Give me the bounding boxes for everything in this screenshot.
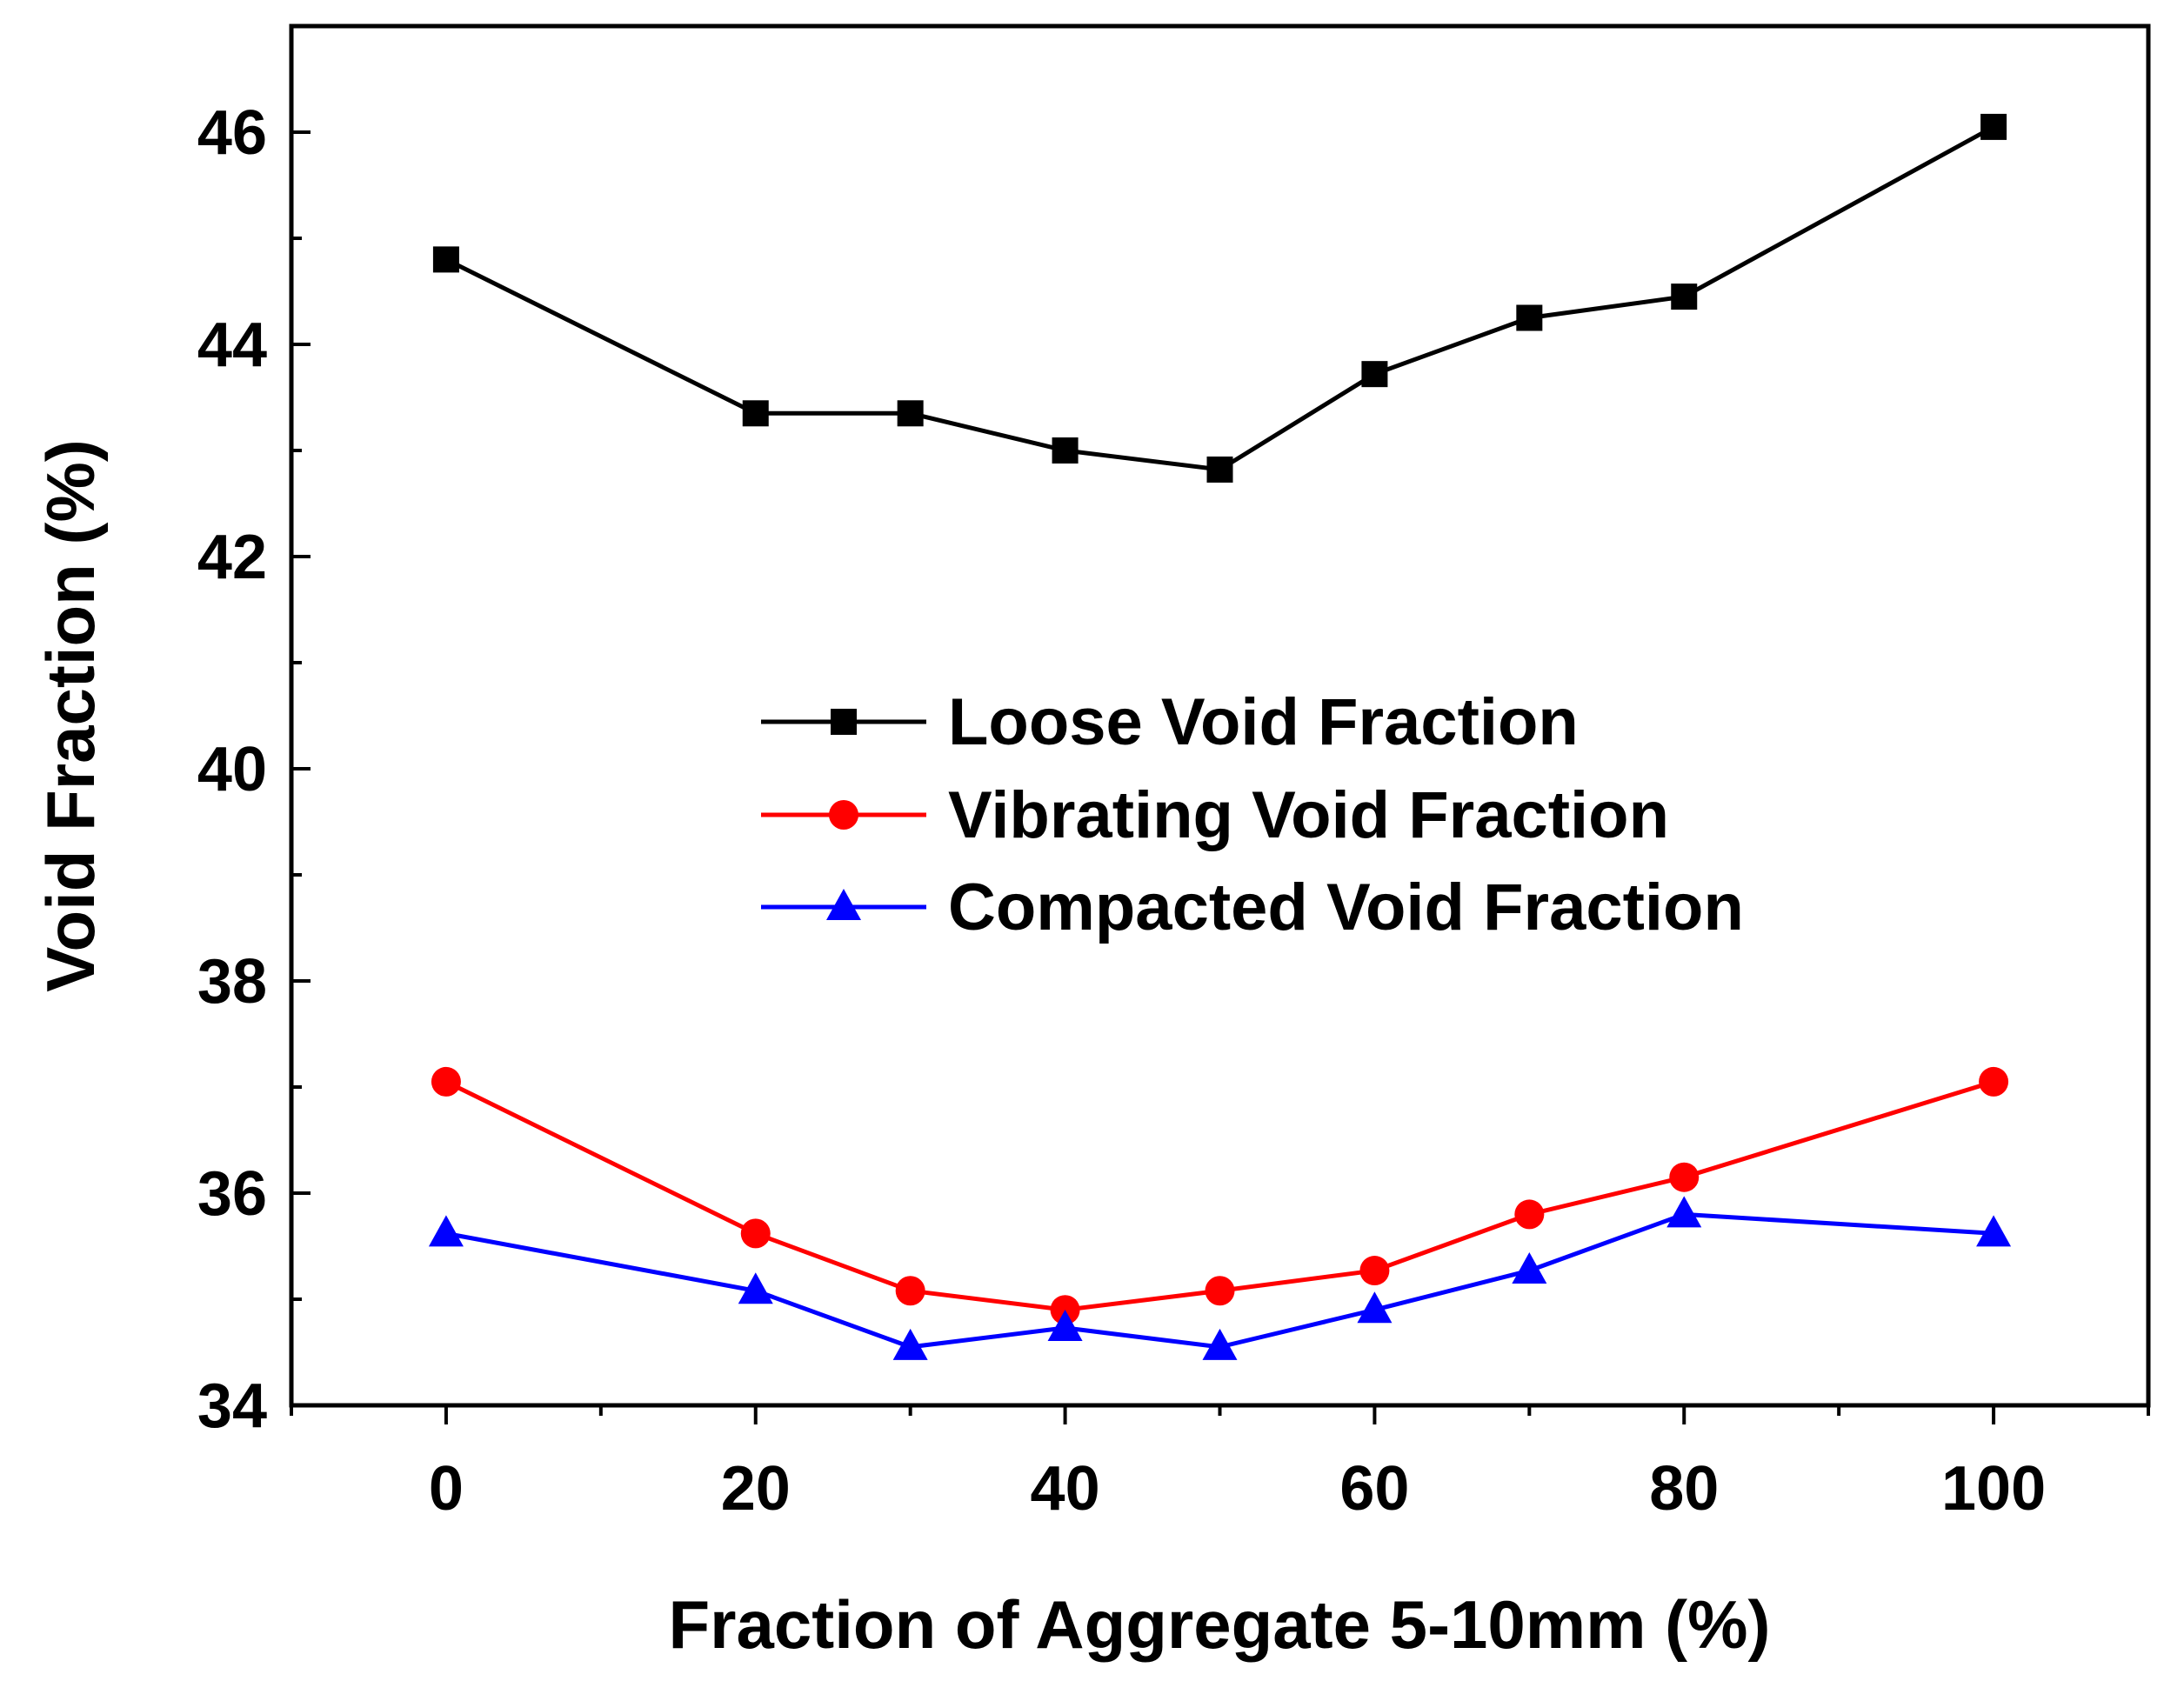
- legend-item: Compacted Void Fraction: [761, 871, 1744, 944]
- x-tick-label: 80: [1649, 1454, 1719, 1524]
- data-point: [1666, 1196, 1702, 1228]
- data-point: [1671, 284, 1698, 310]
- legend-item: Loose Void Fraction: [761, 685, 1579, 759]
- data-point: [1516, 304, 1543, 331]
- x-axis: 0 20 40 60 80 100: [290, 1405, 2150, 1524]
- legend-marker: [826, 889, 861, 920]
- data-point: [897, 400, 924, 427]
- legend-marker: [829, 800, 858, 830]
- legend-item: Vibrating Void Fraction: [761, 778, 1669, 852]
- y-axis: 34 36 38 40 42 44 46: [197, 24, 311, 1441]
- data-point: [1976, 1215, 2012, 1247]
- series-square: [432, 113, 2007, 483]
- data-point: [1047, 1309, 1083, 1341]
- data-point: [892, 1328, 928, 1360]
- y-tick-label: 46: [197, 98, 267, 168]
- y-tick-label: 34: [197, 1371, 267, 1441]
- data-point: [740, 1218, 771, 1249]
- legend-label: Vibrating Void Fraction: [948, 778, 1669, 852]
- data-point: [1669, 1162, 1700, 1192]
- data-point: [428, 1215, 464, 1247]
- data-point: [1357, 1291, 1393, 1324]
- x-tick-label: 0: [429, 1454, 464, 1524]
- legend-label: Compacted Void Fraction: [948, 871, 1744, 944]
- y-tick-label: 36: [197, 1159, 267, 1229]
- series-line: [444, 124, 1995, 472]
- y-tick-label: 38: [197, 947, 267, 1017]
- x-tick-label: 60: [1339, 1454, 1409, 1524]
- y-axis-title: Void Fraction (%): [32, 439, 109, 992]
- series-triangle: [428, 1196, 2012, 1360]
- data-point: [1052, 437, 1079, 464]
- data-point: [895, 1276, 925, 1306]
- data-point: [738, 1272, 773, 1304]
- legend: Loose Void Fraction Vibrating Void Fracti…: [761, 685, 1744, 944]
- series-circle: [431, 1066, 2009, 1325]
- x-tick-label: 100: [1941, 1454, 2046, 1524]
- x-axis-title: Fraction of Aggregate 5-10mm (%): [669, 1586, 1771, 1663]
- data-point: [1361, 361, 1388, 388]
- data-point: [1980, 113, 2007, 140]
- x-tick-label: 20: [721, 1454, 791, 1524]
- series-layer: [428, 113, 2012, 1360]
- data-point: [1359, 1256, 1390, 1286]
- x-tick-label: 40: [1031, 1454, 1100, 1524]
- data-point: [1514, 1199, 1545, 1230]
- y-tick-label: 42: [197, 523, 267, 592]
- data-point: [432, 246, 459, 273]
- data-point: [1206, 456, 1233, 483]
- data-point: [1205, 1276, 1235, 1306]
- legend-marker: [831, 709, 857, 735]
- data-point: [742, 400, 769, 427]
- data-point: [1979, 1066, 2009, 1097]
- y-tick-label: 44: [197, 310, 267, 380]
- data-point: [431, 1066, 461, 1097]
- data-point: [1512, 1252, 1547, 1284]
- data-point: [1202, 1328, 1238, 1360]
- y-tick-label: 40: [197, 735, 267, 804]
- legend-label: Loose Void Fraction: [948, 685, 1579, 759]
